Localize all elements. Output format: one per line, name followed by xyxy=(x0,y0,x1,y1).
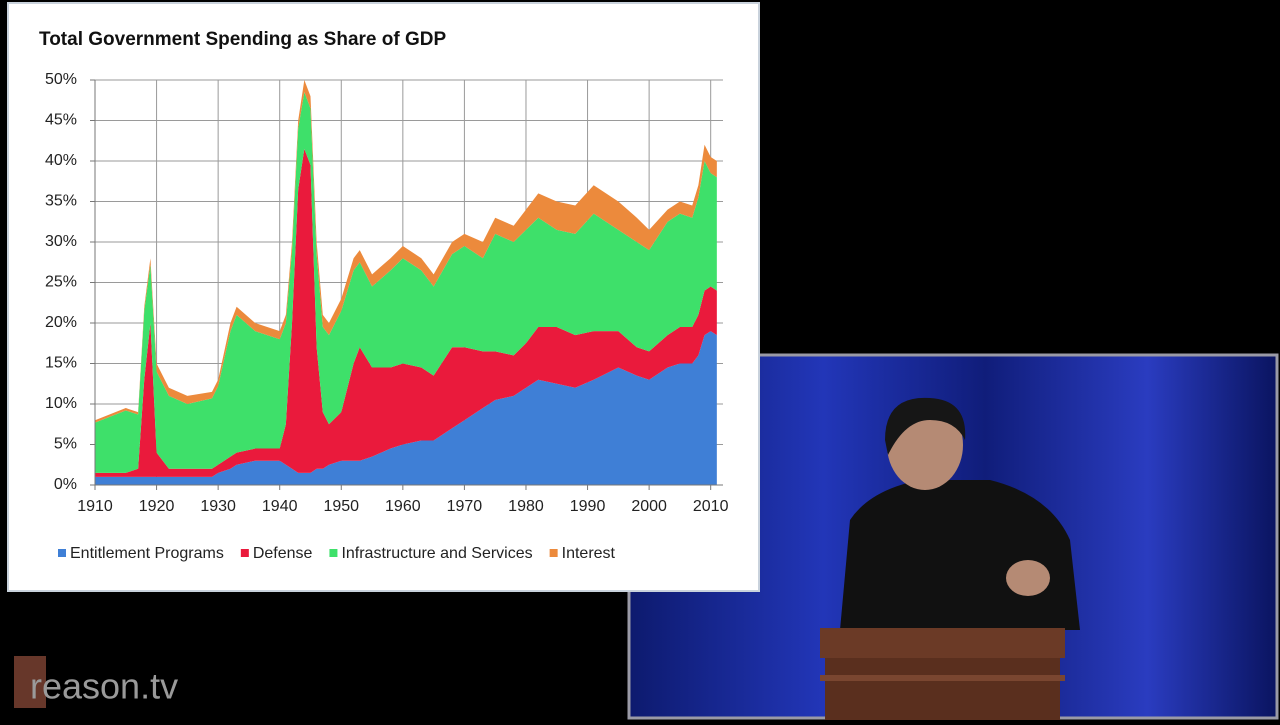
speaker-hair xyxy=(885,397,966,455)
y-tick-label: 35% xyxy=(45,193,77,210)
legend-swatch xyxy=(58,549,66,557)
x-tick-label: 1970 xyxy=(447,498,483,515)
chart: 0% 5% 10% 15% 20% 25% 30% 35% 40% 45% 50% 1910 1920 1… xyxy=(45,71,729,562)
podium-front xyxy=(825,658,1060,720)
y-tick-label: 50% xyxy=(45,71,77,88)
logo: reason.tv xyxy=(14,656,178,708)
speaker-hand xyxy=(1006,560,1050,596)
x-tick-label: 1980 xyxy=(508,498,544,515)
y-tick-label: 40% xyxy=(45,152,77,169)
legend-label: Entitlement Programs xyxy=(70,545,224,562)
x-tick-label: 1960 xyxy=(385,498,421,515)
watermark: reason.tv xyxy=(30,666,178,707)
x-tick-label: 1910 xyxy=(77,498,113,515)
podium xyxy=(820,628,1065,720)
legend-swatch xyxy=(240,549,249,557)
podium-trim xyxy=(820,675,1065,681)
area xyxy=(95,80,717,423)
area xyxy=(95,148,717,477)
x-tick-label: 1950 xyxy=(323,498,359,515)
x-tick-label: 1990 xyxy=(570,498,606,515)
y-tick-label: 20% xyxy=(45,314,77,331)
logo-mark xyxy=(14,656,46,708)
speaker xyxy=(840,397,1080,630)
legend-label: Interest xyxy=(562,545,616,562)
legend-label: Defense xyxy=(253,545,313,562)
area xyxy=(95,92,717,473)
legend-swatch xyxy=(549,549,558,557)
y-tick-label: 30% xyxy=(45,233,77,250)
podium-top xyxy=(820,628,1065,658)
y-tick-label: 0% xyxy=(54,476,77,493)
x-tick-label: 2000 xyxy=(631,498,667,515)
x-tick-label: 1920 xyxy=(139,498,175,515)
legend-label: Infrastructure and Services xyxy=(341,545,532,562)
chart-title: Total Government Spending as Share of GD… xyxy=(39,29,446,50)
area xyxy=(95,331,717,485)
y-tick-label: 10% xyxy=(45,395,77,412)
legend-swatch xyxy=(329,549,338,557)
y-tick-label: 25% xyxy=(45,274,77,291)
x-tick-label: 1940 xyxy=(262,498,298,515)
y-tick-label: 45% xyxy=(45,112,77,129)
y-tick-label: 5% xyxy=(54,436,77,453)
y-tick-label: 15% xyxy=(45,355,77,372)
x-tick-label: 1930 xyxy=(200,498,236,515)
x-tick-label: 2010 xyxy=(693,498,729,515)
